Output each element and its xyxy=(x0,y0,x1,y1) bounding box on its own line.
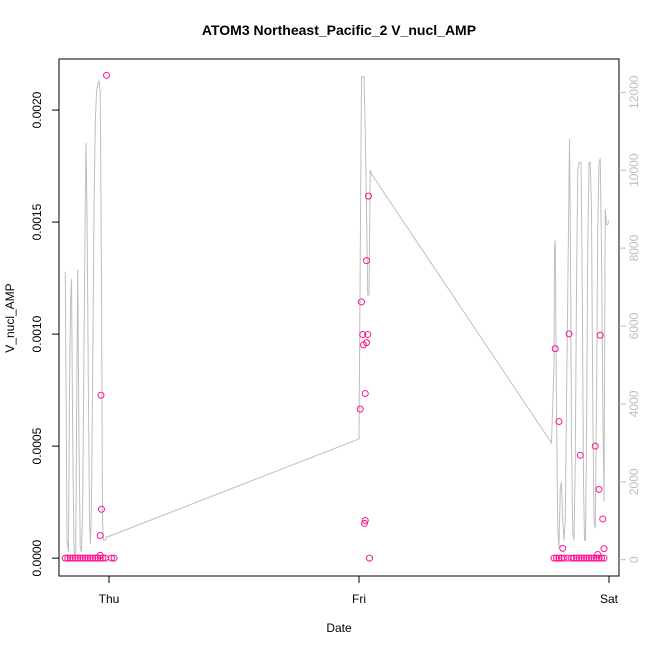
y-tick-label-left: 0.0005 xyxy=(30,427,44,464)
data-point xyxy=(361,517,369,524)
data-point xyxy=(69,554,77,562)
data-point xyxy=(551,345,559,353)
data-point xyxy=(578,554,585,562)
data-point xyxy=(595,485,603,493)
y-tick-label-right: 2000 xyxy=(627,468,641,495)
data-point xyxy=(74,554,82,562)
data-point xyxy=(596,331,604,339)
data-point xyxy=(76,554,84,562)
data-point xyxy=(594,551,602,559)
data-point xyxy=(568,554,575,562)
data-point xyxy=(84,554,92,562)
data-point xyxy=(363,257,370,265)
data-point xyxy=(593,554,600,562)
data-point xyxy=(81,554,89,562)
data-point xyxy=(363,339,370,347)
data-point xyxy=(103,71,110,79)
data-point xyxy=(96,551,104,559)
data-point xyxy=(64,554,72,562)
data-point xyxy=(575,554,583,562)
data-point xyxy=(61,554,69,562)
data-point xyxy=(570,554,578,562)
plot-area: 0.0000 0.0005 0.0010 0.0015 0.0020 0 2000 4000 6… xyxy=(30,58,641,606)
data-point xyxy=(588,554,595,562)
data-point xyxy=(364,331,372,339)
data-point xyxy=(599,515,607,523)
data-point xyxy=(96,532,104,540)
data-point xyxy=(97,391,105,399)
data-point xyxy=(585,554,593,562)
data-point xyxy=(565,330,573,338)
series-line xyxy=(64,76,610,556)
data-point xyxy=(591,442,599,450)
x-axis-label: Date xyxy=(326,621,352,635)
data-point xyxy=(555,417,563,425)
data-point xyxy=(553,554,560,562)
y-tick-label-right: 8000 xyxy=(627,234,641,261)
data-point xyxy=(361,519,368,527)
y-tick-label-left: 0.0015 xyxy=(30,203,44,240)
data-point xyxy=(108,554,115,562)
data-point xyxy=(366,554,373,562)
y-tick-label-left: 0.0010 xyxy=(30,315,44,352)
data-point xyxy=(66,554,74,562)
y-tick-label-right: 10000 xyxy=(627,153,641,187)
y-tick-label-right: 12000 xyxy=(627,75,641,109)
chart-title: ATOM3 Northeast_Pacific_2 V_nucl_AMP xyxy=(202,22,476,38)
data-point xyxy=(598,554,605,562)
y-tick-label-right: 0 xyxy=(627,556,641,563)
data-point xyxy=(96,554,104,562)
data-point xyxy=(555,554,563,562)
data-point xyxy=(550,554,558,562)
data-point xyxy=(86,554,94,562)
y-tick-label-left: 0.0000 xyxy=(30,539,44,576)
data-point xyxy=(560,554,568,562)
data-point xyxy=(358,298,365,306)
data-point xyxy=(365,192,372,200)
data-point xyxy=(600,554,608,562)
data-point xyxy=(595,554,603,562)
data-point xyxy=(98,505,105,513)
y-tick-label-left: 0.0020 xyxy=(30,91,44,128)
y-tick-label-right: 4000 xyxy=(627,390,641,417)
data-point xyxy=(583,554,590,562)
data-point xyxy=(576,451,584,459)
data-point xyxy=(359,331,367,339)
data-point xyxy=(79,554,87,562)
data-point xyxy=(590,554,598,562)
y-tick-label-right: 6000 xyxy=(627,312,641,339)
y-axis-label: V_nucl_AMP xyxy=(3,283,17,352)
data-point xyxy=(573,554,580,562)
data-point xyxy=(71,554,79,562)
data-point xyxy=(361,389,369,397)
data-point xyxy=(559,544,567,552)
data-point xyxy=(356,405,364,413)
x-tick-label: Fri xyxy=(352,592,366,606)
data-point xyxy=(89,554,97,562)
data-point xyxy=(600,545,608,553)
x-tick-label: Thu xyxy=(99,592,120,606)
data-point xyxy=(110,554,118,562)
data-point xyxy=(580,554,588,562)
x-tick-label: Sat xyxy=(600,592,619,606)
plot-frame xyxy=(58,58,620,577)
